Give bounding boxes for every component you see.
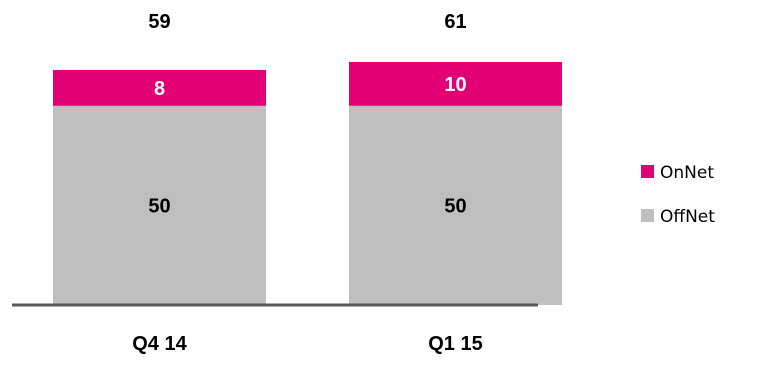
data-label-onnet-1: 8 xyxy=(154,78,165,100)
x-tick-label-2: Q1 15 xyxy=(428,333,482,355)
x-tick-label-1: Q4 14 xyxy=(132,333,187,355)
data-label-onnet-2: 10 xyxy=(444,74,466,96)
legend-swatch-offnet xyxy=(641,209,654,222)
legend-label-offnet: OffNet xyxy=(660,207,715,227)
legend-swatch-onnet xyxy=(641,165,654,178)
total-label-2: 61 xyxy=(444,11,466,33)
legend-label-onnet: OnNet xyxy=(660,163,714,183)
total-label-1: 59 xyxy=(148,11,170,33)
data-label-offnet-2: 50 xyxy=(444,195,466,217)
bar-offnet-1 xyxy=(53,105,266,305)
bar-offnet-2 xyxy=(349,105,562,305)
data-label-offnet-1: 50 xyxy=(148,195,170,217)
bar-onnet-2 xyxy=(349,62,562,106)
bar-onnet-1 xyxy=(53,69,266,106)
